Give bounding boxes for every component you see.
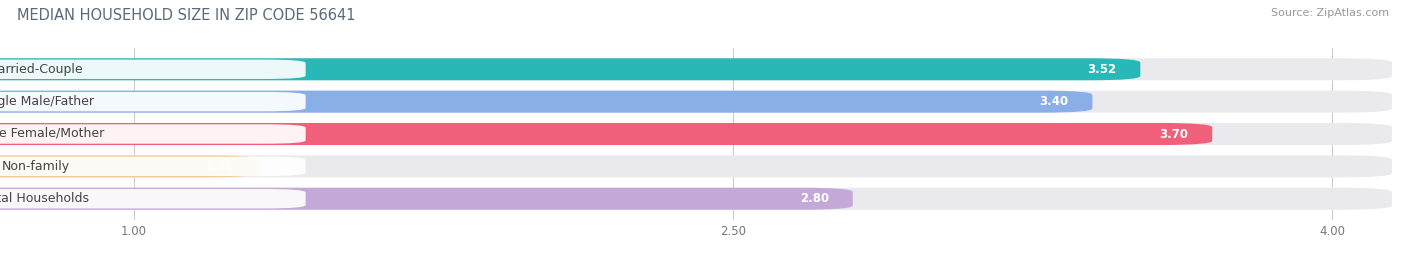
FancyBboxPatch shape [0, 92, 305, 111]
Text: Married-Couple: Married-Couple [0, 63, 84, 76]
FancyBboxPatch shape [0, 123, 1392, 145]
FancyBboxPatch shape [0, 91, 1092, 113]
FancyBboxPatch shape [0, 59, 305, 79]
FancyBboxPatch shape [0, 91, 1392, 113]
Text: 3.40: 3.40 [1039, 95, 1069, 108]
Text: Total Households: Total Households [0, 192, 89, 205]
FancyBboxPatch shape [0, 189, 305, 209]
FancyBboxPatch shape [0, 58, 1392, 80]
FancyBboxPatch shape [0, 155, 1392, 177]
FancyBboxPatch shape [0, 123, 1212, 145]
FancyBboxPatch shape [0, 155, 257, 177]
Text: MEDIAN HOUSEHOLD SIZE IN ZIP CODE 56641: MEDIAN HOUSEHOLD SIZE IN ZIP CODE 56641 [17, 8, 356, 23]
Text: Source: ZipAtlas.com: Source: ZipAtlas.com [1271, 8, 1389, 18]
Text: 3.70: 3.70 [1160, 128, 1188, 140]
Text: Single Female/Mother: Single Female/Mother [0, 128, 104, 140]
FancyBboxPatch shape [0, 188, 1392, 210]
Text: 2.80: 2.80 [800, 192, 828, 205]
FancyBboxPatch shape [0, 124, 305, 144]
FancyBboxPatch shape [0, 58, 1140, 80]
Text: Non-family: Non-family [1, 160, 70, 173]
Text: Single Male/Father: Single Male/Father [0, 95, 94, 108]
FancyBboxPatch shape [0, 157, 305, 176]
FancyBboxPatch shape [0, 188, 853, 210]
Text: 3.52: 3.52 [1087, 63, 1116, 76]
Text: 1.31: 1.31 [205, 160, 233, 173]
